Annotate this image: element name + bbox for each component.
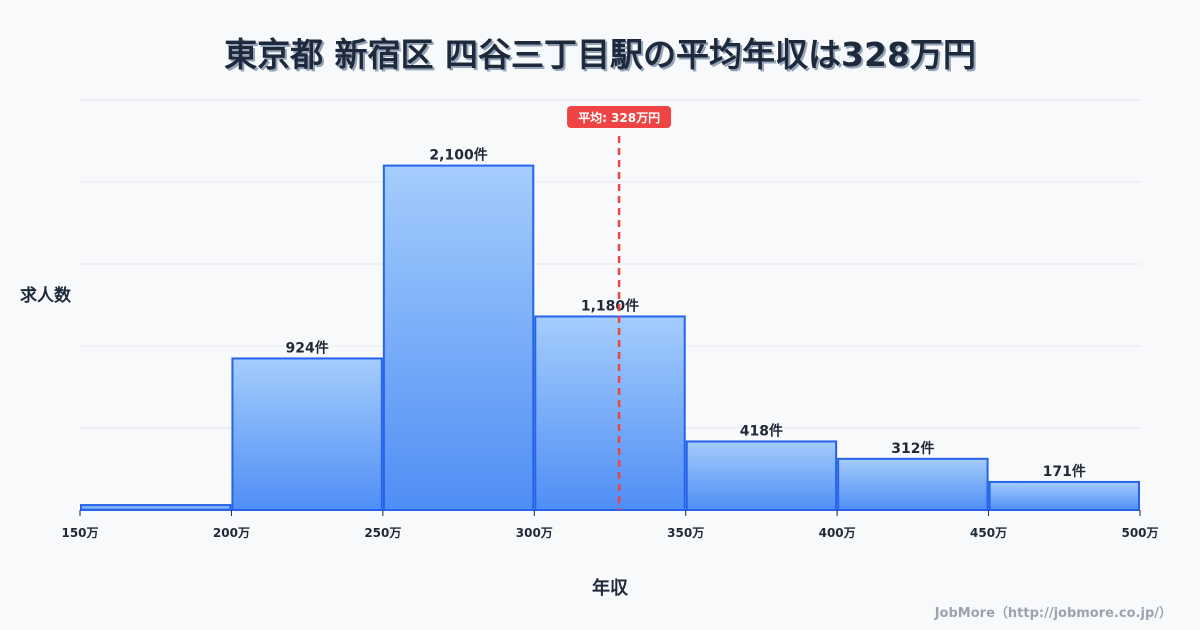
x-axis-ticks: 150万 200万 250万 300万 350万 400万 450万 500万: [61, 510, 1159, 540]
bar-value-label: 418件: [740, 422, 783, 439]
average-badge-label: 平均: 328万円: [578, 110, 660, 125]
histogram-bar: [534, 315, 686, 512]
x-tick-label: 450万: [970, 526, 1007, 540]
bar-value-label: 2,100件: [429, 147, 487, 164]
average-marker: 平均: 328万円: [567, 106, 672, 510]
x-tick-label: 500万: [1121, 526, 1158, 540]
histogram-bar: [988, 480, 1140, 511]
histogram-bar: [231, 357, 383, 511]
x-tick-label: 200万: [213, 526, 250, 540]
x-tick-label: 400万: [819, 526, 856, 540]
x-tick-label: 300万: [516, 526, 553, 540]
bars: 924件 2,100件 1,180件 418件 312件 171件: [80, 147, 1140, 512]
x-tick-label: 350万: [667, 526, 704, 540]
source-credit: JobMore（http://jobmore.co.jp/）: [934, 606, 1172, 621]
histogram-bar: [685, 440, 838, 511]
histogram-bar: [80, 504, 232, 511]
bar-value-label: 1,180件: [581, 297, 639, 314]
chart-title: 東京都 新宿区 四谷三丁目駅の平均年収は328万円: [224, 35, 976, 74]
histogram-bar: [382, 164, 535, 511]
histogram-bar: [837, 457, 989, 511]
bar-value-label: 924件: [286, 339, 329, 356]
y-axis-label: 求人数: [20, 286, 71, 306]
bar-value-label: 171件: [1043, 463, 1086, 480]
average-badge: [567, 106, 672, 128]
x-tick-label: 250万: [364, 526, 401, 540]
x-tick-label: 150万: [61, 526, 98, 540]
x-axis-label: 年収: [592, 578, 628, 599]
bar-value-label: 312件: [891, 440, 934, 457]
